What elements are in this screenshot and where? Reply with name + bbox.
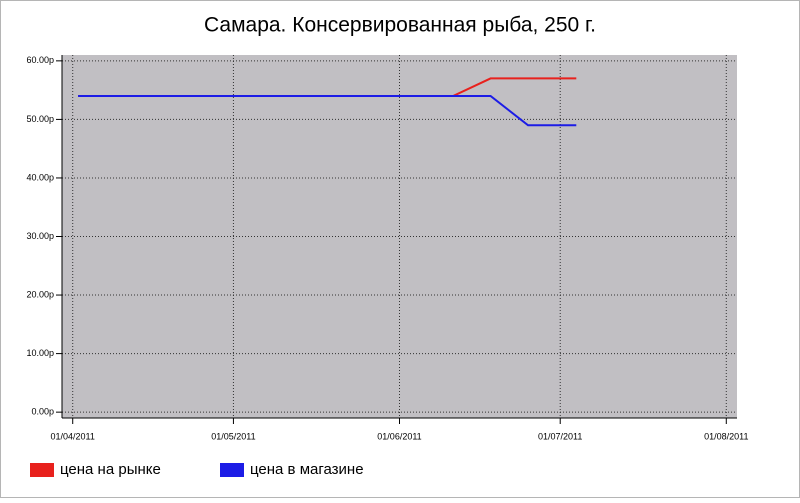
legend-swatch <box>30 463 54 477</box>
y-tick-label: 60.00р <box>26 55 54 65</box>
y-tick-label: 10.00р <box>26 348 54 358</box>
x-tick-label: 01/04/2011 <box>51 431 95 441</box>
x-tick-label: 01/08/2011 <box>704 431 748 441</box>
y-tick-label: 30.00р <box>26 231 54 241</box>
legend-label: цена в магазине <box>250 461 364 478</box>
x-tick-label: 01/07/2011 <box>538 431 582 441</box>
series-line <box>78 94 577 127</box>
legend-swatch <box>220 463 244 477</box>
x-tick-label: 01/06/2011 <box>377 431 421 441</box>
chart-title: Самара. Консервированная рыба, 250 г. <box>204 14 596 37</box>
y-tick-label: 40.00р <box>26 172 54 182</box>
x-tick-label: 01/05/2011 <box>211 431 255 441</box>
y-tick-label: 20.00р <box>26 289 54 299</box>
legend-label: цена на рынке <box>60 461 161 478</box>
y-tick-label: 0.00р <box>31 407 54 417</box>
y-tick-label: 50.00р <box>26 114 54 124</box>
